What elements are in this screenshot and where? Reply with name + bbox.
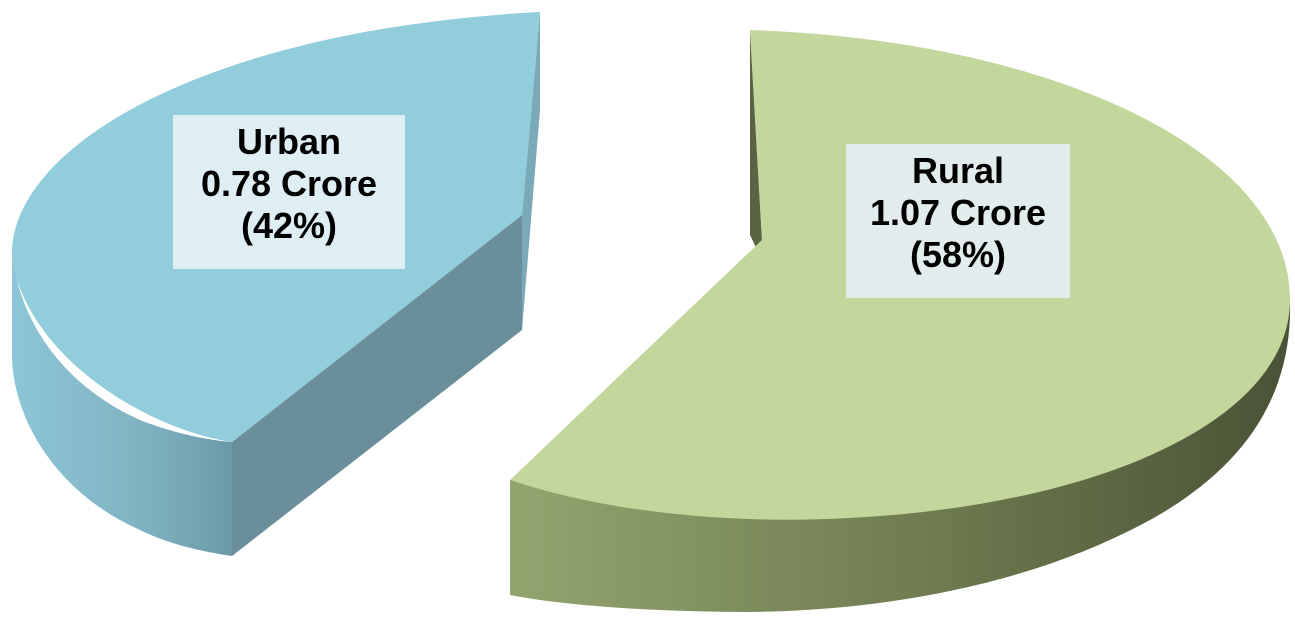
- slice-label-urban-value: 0.78 Crore: [200, 163, 378, 204]
- slice-urban-inner-face: [232, 215, 522, 556]
- slice-rural-inner-face: [750, 30, 762, 260]
- slice-urban-inner-edge: [522, 12, 540, 330]
- slice-label-rural: Rural 1.07 Crore (58%): [846, 144, 1070, 298]
- slice-urban: [11, 12, 541, 556]
- slice-label-urban-name: Urban: [236, 121, 341, 162]
- slice-rural-side: [510, 297, 1291, 612]
- slice-label-rural-percent: (58%): [909, 234, 1007, 275]
- slice-label-urban-percent: (42%): [240, 205, 338, 246]
- slice-label-rural-name: Rural: [911, 150, 1005, 191]
- slice-label-rural-value: 1.07 Crore: [869, 192, 1047, 233]
- slice-rural: [510, 30, 1291, 612]
- slice-label-urban: Urban 0.78 Crore (42%): [173, 115, 405, 269]
- slice-urban-side: [11, 235, 232, 556]
